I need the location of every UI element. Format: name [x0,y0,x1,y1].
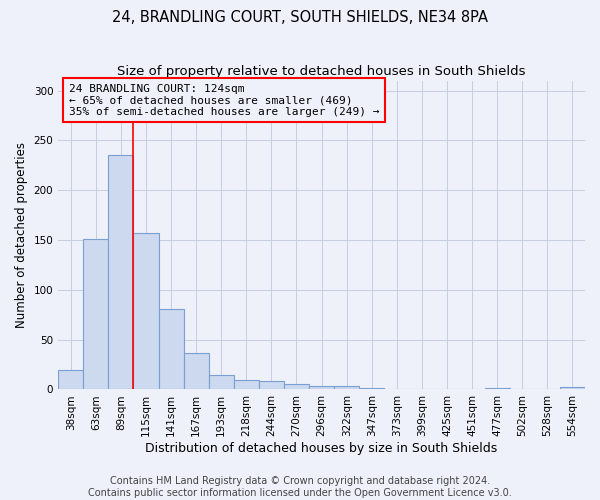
Bar [359,388,385,390]
Bar [83,239,109,390]
Bar [109,156,133,390]
Bar [485,388,510,390]
X-axis label: Distribution of detached houses by size in South Shields: Distribution of detached houses by size … [145,442,498,455]
Bar [309,386,334,390]
Title: Size of property relative to detached houses in South Shields: Size of property relative to detached ho… [118,65,526,78]
Bar [184,352,209,390]
Bar [133,233,158,390]
Bar [158,308,184,390]
Bar [259,382,284,390]
Text: 24 BRANDLING COURT: 124sqm
← 65% of detached houses are smaller (469)
35% of sem: 24 BRANDLING COURT: 124sqm ← 65% of deta… [69,84,379,117]
Text: Contains HM Land Registry data © Crown copyright and database right 2024.
Contai: Contains HM Land Registry data © Crown c… [88,476,512,498]
Bar [209,374,234,390]
Bar [58,370,83,390]
Bar [234,380,259,390]
Bar [334,386,359,390]
Bar [560,388,585,390]
Bar [284,384,309,390]
Y-axis label: Number of detached properties: Number of detached properties [15,142,28,328]
Text: 24, BRANDLING COURT, SOUTH SHIELDS, NE34 8PA: 24, BRANDLING COURT, SOUTH SHIELDS, NE34… [112,10,488,25]
